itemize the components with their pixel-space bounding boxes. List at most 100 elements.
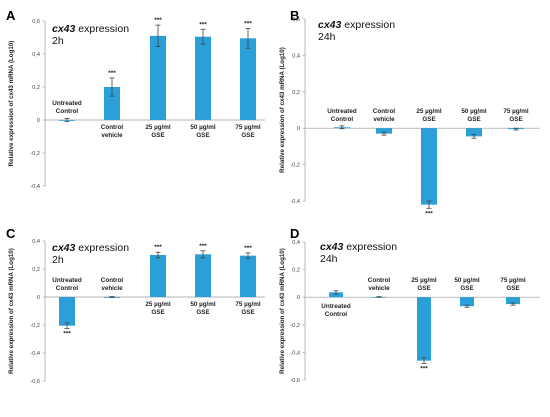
significance-marker: *** bbox=[244, 245, 252, 252]
significance-marker: *** bbox=[420, 365, 428, 372]
y-tick-label: -0,4 bbox=[290, 350, 300, 356]
bar-3 bbox=[150, 255, 166, 297]
category-label: GSE bbox=[509, 116, 522, 123]
category-label: GSE bbox=[506, 285, 519, 292]
y-tick-label: -0,6 bbox=[30, 379, 40, 385]
category-label: 50 µg/ml bbox=[190, 301, 216, 308]
category-label: GSE bbox=[196, 309, 209, 316]
y-tick-label: 0,4 bbox=[32, 52, 40, 58]
chart-title-suffix: expression bbox=[343, 241, 397, 253]
chart-timepoint: 2h bbox=[52, 254, 64, 266]
category-label: GSE bbox=[151, 132, 164, 139]
y-tick-label: 0 bbox=[37, 118, 40, 124]
category-label: vehicle bbox=[101, 285, 123, 292]
bar-4 bbox=[466, 128, 482, 137]
significance-marker: *** bbox=[154, 17, 162, 24]
category-label: Control bbox=[325, 311, 348, 318]
panel-letter: A bbox=[6, 8, 16, 23]
y-tick-label: 0,6 bbox=[32, 19, 40, 25]
chart-timepoint: 24h bbox=[320, 253, 338, 265]
category-label: vehicle bbox=[368, 285, 390, 292]
significance-marker: *** bbox=[199, 243, 207, 250]
category-label: GSE bbox=[460, 285, 473, 292]
bar-5 bbox=[240, 38, 256, 121]
bar-4 bbox=[195, 36, 211, 120]
category-label: Control bbox=[101, 124, 124, 131]
category-label: Control bbox=[331, 116, 354, 123]
category-label: Control bbox=[56, 285, 79, 292]
chart-title: cx43 expression bbox=[320, 241, 397, 253]
y-tick-label: 0,6 bbox=[292, 17, 300, 23]
y-tick-label: -0,6 bbox=[290, 378, 300, 384]
category-label: 50 µg/ml bbox=[461, 108, 487, 115]
y-axis-label: Relative expression of cx43 mRNA (Log10) bbox=[8, 41, 15, 167]
y-tick-label: 0,4 bbox=[32, 239, 40, 245]
bar-2 bbox=[104, 87, 120, 120]
y-tick-label: 0 bbox=[37, 295, 40, 301]
bar-4 bbox=[460, 297, 474, 307]
y-tick-label: 0,4 bbox=[292, 53, 300, 59]
category-label: 75 µg/ml bbox=[503, 108, 529, 115]
category-label: vehicle bbox=[373, 116, 395, 123]
category-label: 25 µg/ml bbox=[145, 124, 171, 131]
y-tick-label: -0,4 bbox=[30, 184, 40, 190]
panel-letter: D bbox=[290, 226, 299, 241]
bar-1 bbox=[59, 297, 75, 326]
significance-marker: *** bbox=[63, 331, 71, 338]
bar-4 bbox=[195, 254, 211, 297]
category-label: GSE bbox=[241, 309, 254, 316]
category-label: 50 µg/ml bbox=[190, 124, 216, 131]
y-tick-label: -0,4 bbox=[30, 351, 40, 357]
category-label: 25 µg/ml bbox=[145, 301, 171, 308]
category-label: Untreated bbox=[52, 100, 82, 107]
category-label: Control bbox=[56, 108, 79, 115]
y-axis-label: Relative expression of cx43 mRNA (Log10) bbox=[279, 248, 286, 374]
bar-2 bbox=[376, 128, 392, 134]
y-tick-label: -0,2 bbox=[30, 323, 40, 329]
chart-title-gene: cx43 bbox=[320, 241, 344, 253]
category-label: Untreated bbox=[327, 108, 357, 115]
bar-3 bbox=[150, 35, 166, 120]
category-label: 75 µg/ml bbox=[235, 301, 261, 308]
chart-title: cx43 expression bbox=[52, 242, 129, 254]
chart-title-suffix: expression bbox=[75, 242, 129, 254]
y-tick-label: -0,2 bbox=[30, 151, 40, 157]
y-tick-label: 0,2 bbox=[32, 267, 40, 273]
category-label: GSE bbox=[241, 132, 254, 139]
significance-marker: *** bbox=[425, 210, 433, 217]
y-tick-label: 0 bbox=[297, 126, 300, 132]
chart-title-suffix: expression bbox=[341, 19, 395, 31]
bar-3 bbox=[417, 297, 431, 361]
y-axis-label: Relative expression of cx43 mRNA (Log10) bbox=[8, 248, 15, 374]
bar-5 bbox=[506, 297, 520, 305]
chart-title-gene: cx43 bbox=[318, 19, 342, 31]
y-tick-label: 0,2 bbox=[32, 85, 40, 91]
category-label: Control bbox=[373, 108, 396, 115]
chart-timepoint: 24h bbox=[318, 31, 336, 43]
y-tick-label: 0,2 bbox=[292, 268, 300, 274]
chart-title-gene: cx43 bbox=[52, 242, 76, 254]
chart-title: cx43 expression bbox=[318, 19, 395, 31]
category-label: 50 µg/ml bbox=[454, 277, 480, 284]
panel-letter: C bbox=[6, 226, 16, 241]
significance-marker: *** bbox=[244, 20, 252, 27]
category-label: GSE bbox=[417, 285, 430, 292]
category-label: vehicle bbox=[101, 132, 123, 139]
category-label: 25 µg/ml bbox=[416, 108, 442, 115]
panel-letter: B bbox=[290, 8, 299, 23]
category-label: 75 µg/ml bbox=[500, 277, 526, 284]
category-label: 25 µg/ml bbox=[411, 277, 437, 284]
category-label: Untreated bbox=[52, 277, 82, 284]
chart-title-gene: cx43 bbox=[52, 23, 76, 35]
category-label: GSE bbox=[422, 116, 435, 123]
significance-marker: *** bbox=[199, 21, 207, 28]
category-label: Control bbox=[368, 277, 391, 284]
y-tick-label: 0,2 bbox=[292, 90, 300, 96]
category-label: 75 µg/ml bbox=[235, 124, 261, 131]
bar-5 bbox=[240, 255, 256, 297]
significance-marker: *** bbox=[154, 244, 162, 251]
y-tick-label: 0,4 bbox=[292, 240, 300, 246]
chart-title-suffix: expression bbox=[75, 23, 129, 35]
y-axis-label: Relative expression of cx43 mRNA (Log10) bbox=[279, 47, 286, 173]
